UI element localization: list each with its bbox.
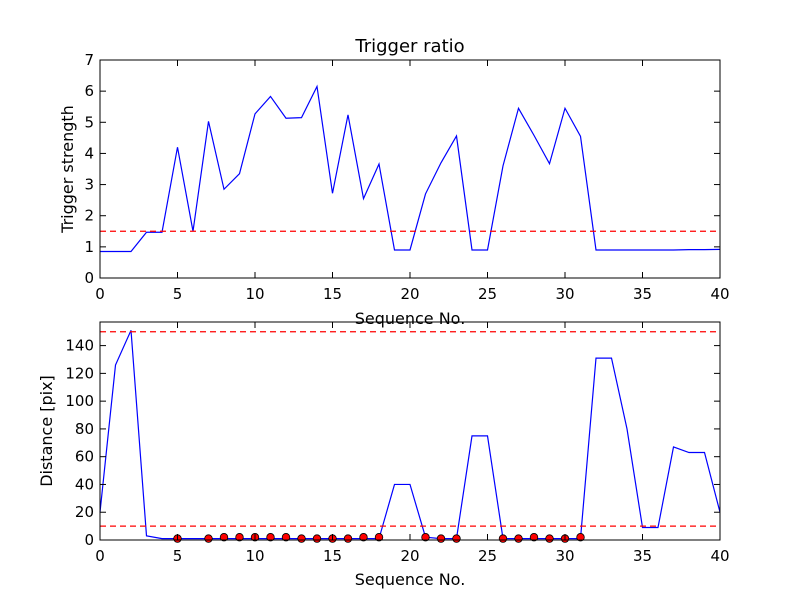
y-axis-label: Trigger strength [58,105,77,234]
x-tick-label: 30 [555,285,574,303]
y-tick-label: 100 [65,392,94,410]
data-point-marker [514,534,523,543]
y-tick-label: 1 [84,238,94,256]
data-point-marker [266,533,275,542]
data-point-marker [204,534,213,543]
x-tick-label: 40 [710,285,729,303]
chart-title: Trigger ratio [354,36,464,57]
x-tick-label: 25 [478,547,497,565]
distance-chart: 0 5 10 15 20 25 30 35 40 0 20 40 60 80 100 120 140 Seque… [37,321,730,589]
x-tick-label: 25 [478,285,497,303]
x-tick-label: 10 [245,285,264,303]
x-tick-label: 40 [710,547,729,565]
data-point-marker [498,534,508,543]
y-tick-label: 20 [75,503,94,521]
x-tick-label: 20 [400,547,419,565]
x-tick-label: 0 [95,285,105,303]
series-line [100,84,721,253]
x-axis-label: Sequence No. [355,309,466,328]
x-tick-label: 15 [323,285,342,303]
data-point-marker [436,534,446,543]
y-tick-label: 0 [84,269,94,287]
y-tick-label: 40 [75,475,94,493]
x-tick-label: 5 [173,547,183,565]
data-point-marker [576,533,585,542]
series-line [99,330,721,540]
x-tick-label: 5 [173,285,183,303]
data-point-marker [235,533,244,542]
data-point-marker [452,534,461,543]
trigger-ratio-chart: Trigger ratio 0 5 10 15 20 25 30 35 40 0 1 2 3 4 5 6 7 S… [58,36,730,328]
y-tick-label: 60 [75,448,94,466]
x-tick-label: 15 [323,547,342,565]
y-tick-label: 120 [65,364,94,382]
x-tick-label: 35 [633,285,652,303]
x-tick-label: 0 [95,547,105,565]
data-point-marker [297,534,306,543]
data-point-marker [312,534,322,543]
axis-ticks: 0 5 10 15 20 25 30 35 40 0 20 40 60 80 100 120 140 [65,322,730,565]
y-tick-label: 2 [84,207,94,225]
x-tick-label: 35 [633,547,652,565]
y-tick-label: 0 [84,531,94,549]
data-point-marker [545,534,554,543]
y-tick-label: 7 [84,51,94,69]
x-tick-label: 20 [400,285,419,303]
y-tick-label: 140 [65,337,94,355]
data-point-marker [219,533,229,542]
data-point-marker [343,534,353,543]
data-point-marker [374,533,384,542]
data-point-marker [281,533,291,542]
data-point-marker [359,533,368,542]
axis-ticks: 0 5 10 15 20 25 30 35 40 0 1 2 3 4 5 6 7 [84,51,729,303]
y-tick-label: 5 [84,113,94,131]
y-axis-label: Distance [pix] [37,375,56,487]
y-tick-label: 3 [84,176,94,194]
data-point-marker [421,533,430,542]
x-tick-label: 10 [245,547,264,565]
y-tick-label: 4 [84,144,94,162]
y-tick-label: 6 [84,82,94,100]
x-tick-label: 30 [555,547,574,565]
plot-content [100,84,721,253]
data-point-marker [529,533,539,542]
y-tick-label: 80 [75,420,94,438]
x-axis-label: Sequence No. [355,570,466,589]
